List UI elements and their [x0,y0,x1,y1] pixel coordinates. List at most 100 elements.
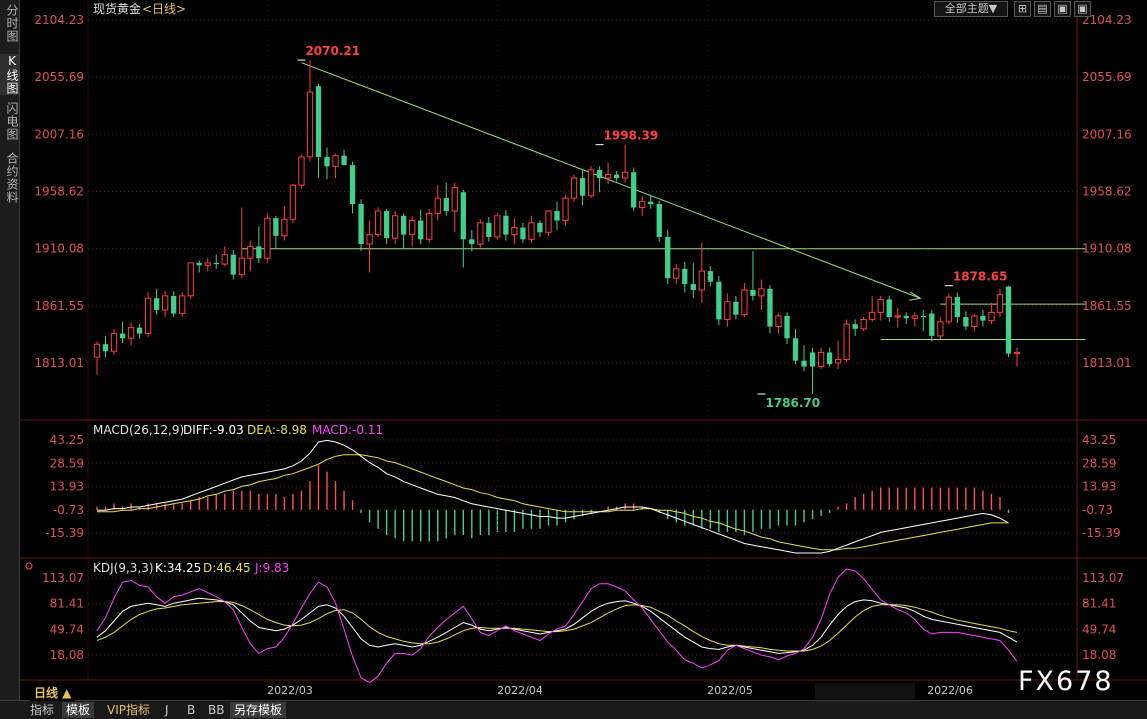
price-annotation: 2070.21 [305,44,360,58]
candle-body [834,358,842,364]
candle-body [622,171,629,179]
macd-title: MACD(26,12,9) [93,423,184,437]
y-tick-label: 1958.62 [34,185,84,199]
candle-body [434,197,441,214]
y-tick-label: 2055.69 [34,70,84,84]
candle-body [758,288,765,297]
candle-body [179,295,186,315]
candle-body [443,198,449,212]
candle-body [366,234,373,245]
price-annotation: 1878.65 [953,270,1008,284]
candle-body [724,301,731,320]
candle-body [971,315,978,327]
bottom-tab[interactable]: B [187,703,196,717]
candle-body [520,227,526,240]
candle-body [196,262,202,266]
candle-body [1005,286,1012,354]
candle-body [545,210,552,233]
y-tick-label: 1813.01 [1082,356,1132,370]
y-tick-label: 2055.69 [1082,70,1132,84]
candle-body [374,210,382,236]
candle-body [528,222,535,240]
candle-body [238,257,245,276]
bottom-tab[interactable]: 模板 [62,702,95,718]
y-tick-label: 13.93 [1082,480,1116,494]
bottom-tab[interactable]: BB [208,703,225,717]
x-tick-label: 2022/04 [497,684,543,697]
sidebar-tab[interactable]: 合约资料 [5,152,19,204]
theme-button[interactable]: 全部主题▼ [934,1,1008,17]
candle-body [460,192,466,240]
candle-body [750,289,756,296]
candle-body [426,212,433,240]
candle-body [631,172,637,208]
dea-line [97,454,1009,551]
candle-body [127,327,135,339]
sidebar-tab[interactable]: 闪电图 [5,102,19,141]
window-control-icon[interactable]: ▤ [1034,1,1051,17]
y-tick-label: 2007.16 [1082,127,1132,141]
candle-body [230,254,236,275]
y-tick-label: -15.39 [45,526,84,540]
window-control-icon[interactable]: ▣ [1054,1,1071,17]
y-tick-label: -15.39 [1082,526,1121,540]
candle-body [537,222,543,233]
candle-body [451,187,458,212]
y-tick-label: 113.07 [1082,571,1124,585]
candle-body [741,289,748,316]
candle-body [792,338,799,361]
candle-body [119,333,126,339]
y-tick-label: 49.74 [50,622,84,636]
window-control-icon[interactable]: ▣ [1074,1,1091,17]
y-tick-label: 2104.23 [1082,13,1132,27]
trend-arrow [909,291,922,301]
y-tick-label: 1813.01 [34,356,84,370]
candle-body [247,245,254,259]
candle-body [281,218,288,237]
j-line [96,568,1018,684]
y-tick-label: 43.25 [1082,433,1116,447]
candle-body [1013,351,1021,355]
y-tick-label: 81.41 [50,597,84,611]
candle-body [392,215,399,239]
candle-body [579,178,586,196]
candle-body [929,313,935,336]
period-title: <日线> [142,2,186,16]
candle-body [648,201,654,205]
bottom-tab[interactable]: 指标 [30,703,55,717]
candle-body [784,315,790,339]
y-tick-label: 28.59 [50,456,84,470]
kdj-title: KDJ(9,3,3) [93,561,154,575]
candle-body [418,220,424,240]
candle-body [587,169,595,197]
candle-body [503,215,509,235]
candle-body [187,262,194,297]
candle-body [324,156,330,167]
candle-body [937,321,944,337]
candle-body [383,211,390,239]
candle-body [562,197,569,221]
x-tick-label: 2022/03 [267,684,313,697]
candle-body [613,174,620,179]
sidebar-tab[interactable]: K线图 [0,54,19,95]
kdj-legend: D:46.45 [203,561,251,575]
window-control-icon[interactable]: ⊞ [1014,1,1031,17]
candle-body [656,204,662,237]
kdj-legend: J:9.83 [254,561,289,575]
candle-body [775,315,782,327]
candle-body [767,288,773,327]
bottom-tab[interactable]: J [165,703,169,717]
chart-canvas: 2104.23 2104.23 2055.69 2055.69 2007.16 2007.… [20,0,1147,699]
candle-body [315,86,322,157]
period-label[interactable]: 日线 ▲ [30,685,76,701]
candle-body [894,315,901,318]
candle-body [162,295,169,311]
candle-body [886,299,892,318]
candle-body [716,281,722,320]
candle-body [93,343,101,358]
bottom-tab[interactable]: 另存模板 [230,702,287,718]
candle-body [690,284,696,290]
sidebar-tab[interactable]: 分时图 [5,4,19,43]
y-tick-label: 28.59 [1082,456,1116,470]
bottom-tab[interactable]: VIP指标 [107,703,150,717]
